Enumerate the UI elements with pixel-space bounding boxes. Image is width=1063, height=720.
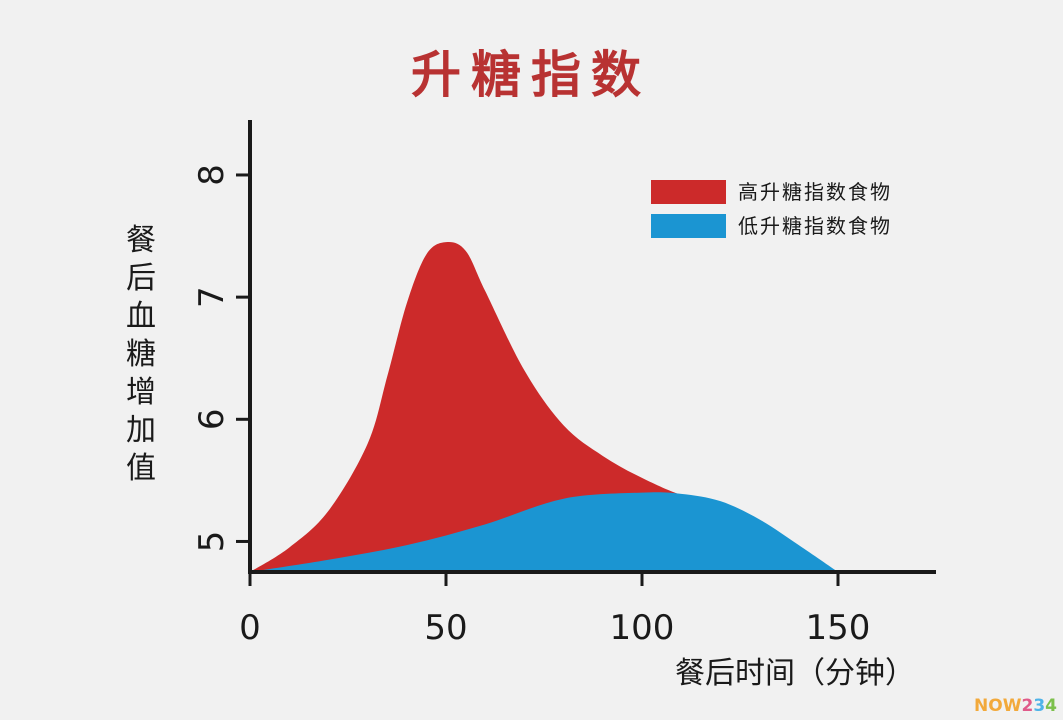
chart-areas [250, 242, 838, 572]
x-tick-label: 150 [806, 608, 871, 648]
series-area-1 [250, 242, 705, 572]
chart-ticks: 0 50 100 150 5 6 7 8 [192, 164, 870, 648]
legend-label-1: 高升糖指数食物 [738, 180, 892, 204]
y-tick-label: 5 [192, 531, 232, 553]
x-tick-label: 50 [424, 608, 467, 648]
y-tick-label: 6 [192, 408, 232, 430]
legend-swatch-2 [651, 214, 726, 238]
y-axis-label: 餐后血糖增加值 [126, 223, 156, 486]
chart-title: 升糖指数 [411, 46, 651, 104]
chart-axes [248, 120, 936, 574]
legend-swatch-1 [651, 180, 726, 204]
legend-label-2: 低升糖指数食物 [738, 214, 892, 238]
watermark-logo: NOW234 [974, 696, 1057, 716]
y-tick-label: 8 [192, 164, 232, 186]
y-tick-label: 7 [192, 286, 232, 308]
series-area-2 [250, 492, 838, 572]
x-axis-label: 餐后时间（分钟） [675, 656, 915, 691]
x-tick-label: 100 [610, 608, 675, 648]
x-tick-label: 0 [239, 608, 261, 648]
